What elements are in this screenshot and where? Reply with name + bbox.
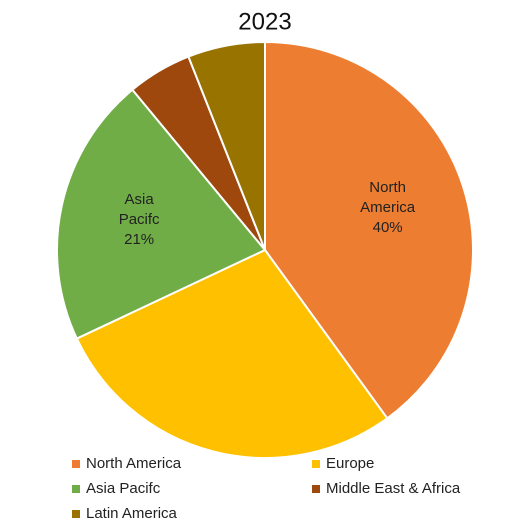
legend-label: North America bbox=[86, 455, 182, 472]
data-label-value: 21% bbox=[124, 230, 155, 248]
legend-marker bbox=[72, 485, 80, 493]
pie-slice bbox=[187, 40, 266, 251]
data-label-category: North America bbox=[360, 179, 416, 217]
legend-label: Asia Pacifc bbox=[86, 480, 161, 497]
data-label-category: Asia Pacifc bbox=[118, 190, 160, 228]
chart-title: 2023 bbox=[238, 8, 291, 35]
legend-marker bbox=[312, 485, 320, 493]
legend-label: Middle East & Africa bbox=[326, 480, 461, 497]
legend-marker bbox=[72, 510, 80, 518]
legend-label: Latin America bbox=[86, 505, 178, 522]
pie-slice bbox=[56, 88, 267, 340]
legend-marker bbox=[312, 460, 320, 468]
pie-slice bbox=[75, 248, 389, 459]
pie-slice bbox=[264, 40, 474, 420]
data-label: North America 40% bbox=[343, 178, 433, 238]
legend-label: Europe bbox=[326, 455, 374, 472]
data-label: Asia Pacifc 21% bbox=[94, 190, 184, 250]
legend-marker bbox=[72, 460, 80, 468]
data-label-value: 40% bbox=[372, 219, 403, 237]
